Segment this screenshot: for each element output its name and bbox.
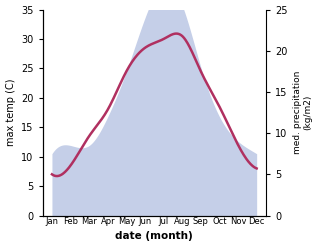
X-axis label: date (month): date (month) (115, 231, 193, 242)
Y-axis label: med. precipitation
(kg/m2): med. precipitation (kg/m2) (293, 71, 313, 154)
Y-axis label: max temp (C): max temp (C) (5, 79, 16, 146)
